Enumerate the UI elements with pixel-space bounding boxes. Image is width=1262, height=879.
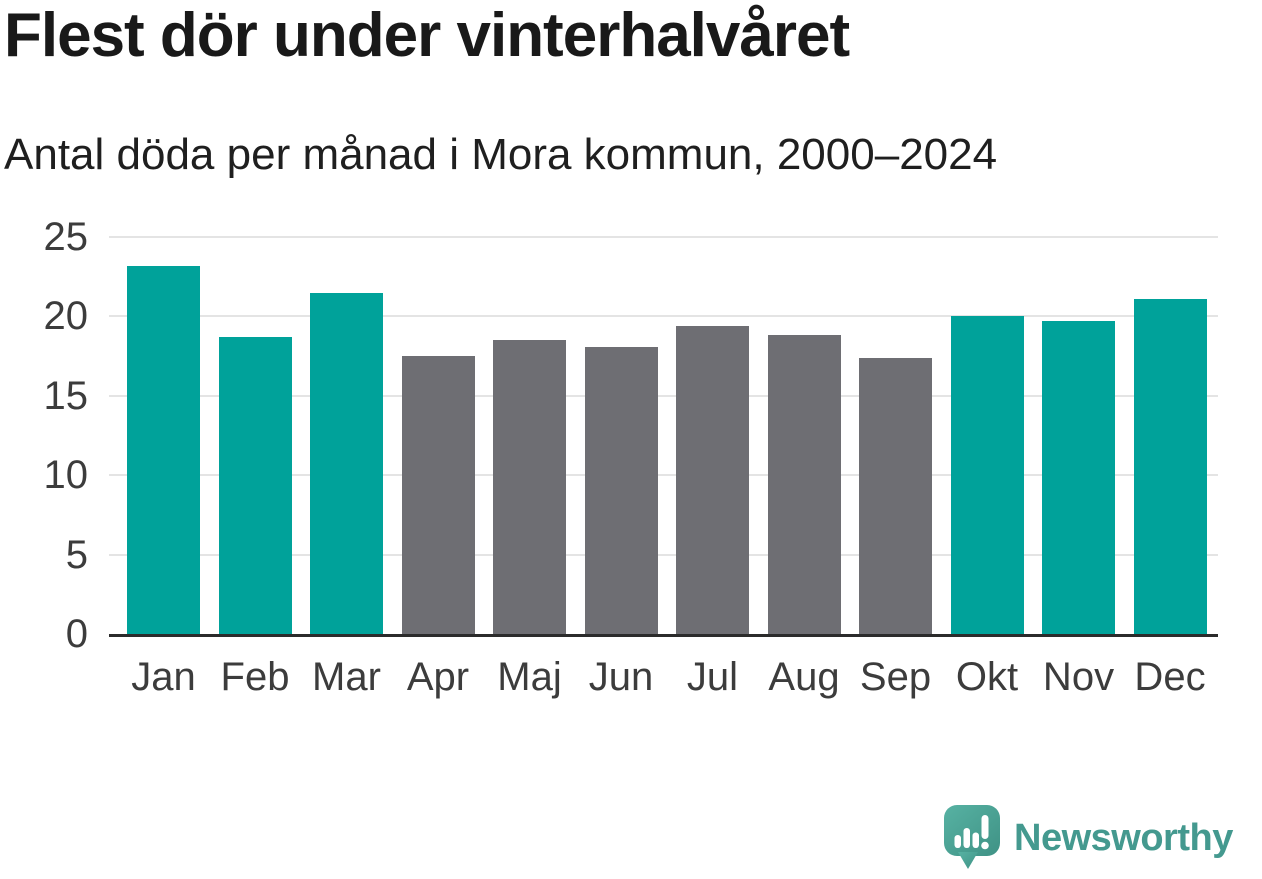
x-tick-label-dec: Dec [1134, 655, 1206, 699]
newsworthy-logo: Newsworthy [943, 804, 1233, 872]
bar-jul [676, 325, 749, 634]
x-tick-label-jun: Jun [588, 655, 654, 699]
y-tick-label-25: 25 [43, 215, 89, 259]
x-tick-label-apr: Apr [406, 655, 470, 699]
gridline-15 [109, 394, 1218, 397]
x-tick-label-aug: Aug [768, 655, 840, 699]
bar-sep [859, 357, 932, 634]
gridline-10 [109, 474, 1218, 477]
y-tick-label-10: 10 [43, 453, 89, 498]
bar-apr [401, 356, 475, 634]
bar-mar [310, 292, 383, 634]
x-tick-label-maj: Maj [497, 655, 562, 699]
plot-area [109, 236, 1218, 637]
x-tick-label-jan: Jan [131, 655, 196, 699]
chart-title: Flest dör under vinterhalvåret [4, 1, 850, 70]
y-tick-label-0: 0 [65, 612, 88, 656]
x-tick-label-feb: Feb [220, 655, 290, 699]
gridline-20 [109, 315, 1218, 318]
gridline-25 [109, 236, 1218, 238]
bar-chart-speech-bubble-icon [944, 805, 1000, 869]
x-tick-label-jul: Jul [686, 655, 739, 699]
x-tick-label-mar: Mar [312, 655, 381, 699]
y-tick-label-5: 5 [65, 532, 88, 577]
x-tick-label-nov: Nov [1042, 655, 1115, 699]
bar-nov [1042, 321, 1115, 634]
y-tick-label-15: 15 [43, 373, 89, 418]
chart-subtitle: Antal döda per månad i Mora kommun, 2000… [4, 130, 998, 179]
bar-jun [584, 346, 658, 634]
x-tick-label-sep: Sep [859, 655, 932, 699]
bar-jan [127, 265, 200, 634]
x-tick-label-okt: Okt [955, 655, 1019, 699]
y-tick-label-20: 20 [43, 294, 89, 339]
bar-feb [218, 337, 292, 634]
gridline-5 [109, 553, 1218, 556]
bar-dec [1133, 298, 1207, 634]
bar-maj [493, 340, 566, 634]
bar-aug [767, 335, 841, 634]
bar-okt [950, 316, 1024, 634]
newsworthy-wordmark: Newsworthy [1014, 816, 1233, 859]
